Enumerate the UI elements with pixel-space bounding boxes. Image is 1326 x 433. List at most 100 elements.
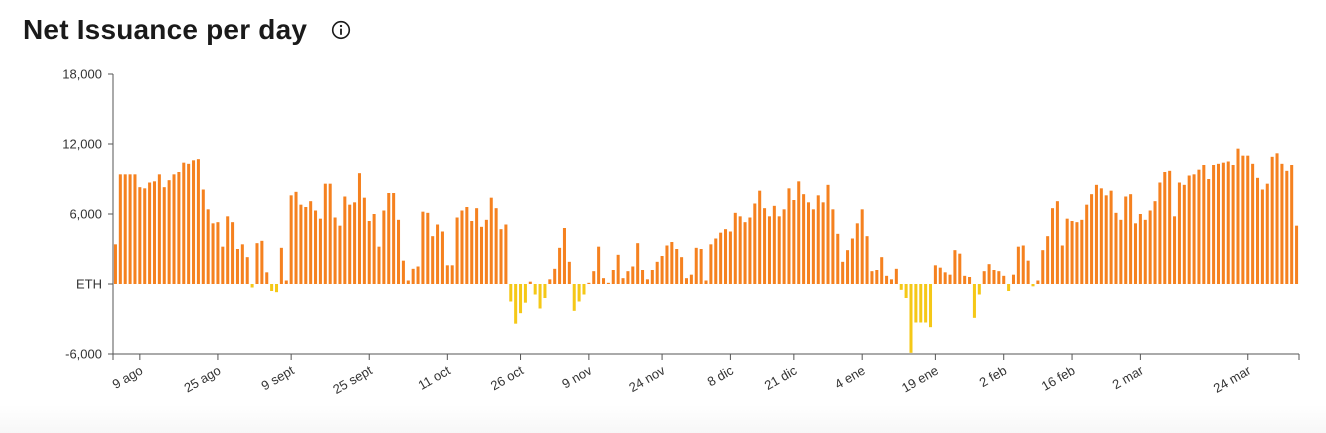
- bar[interactable]: [1051, 208, 1055, 284]
- bar[interactable]: [933, 265, 937, 284]
- bar[interactable]: [982, 271, 986, 284]
- bar[interactable]: [797, 181, 801, 284]
- bar[interactable]: [421, 211, 425, 284]
- bar[interactable]: [538, 284, 542, 309]
- bar[interactable]: [1099, 188, 1103, 284]
- bar[interactable]: [274, 284, 279, 293]
- bar[interactable]: [138, 187, 142, 284]
- bar[interactable]: [387, 193, 391, 284]
- bar[interactable]: [665, 245, 669, 285]
- bar[interactable]: [284, 280, 288, 285]
- bar[interactable]: [885, 275, 889, 284]
- bar[interactable]: [440, 231, 444, 285]
- bar[interactable]: [162, 187, 166, 284]
- bar[interactable]: [943, 272, 947, 284]
- bar[interactable]: [1192, 174, 1196, 284]
- bar[interactable]: [684, 278, 688, 284]
- bar[interactable]: [1109, 190, 1113, 284]
- bar[interactable]: [1187, 175, 1191, 285]
- bar[interactable]: [963, 275, 967, 284]
- bar[interactable]: [1290, 165, 1294, 284]
- bar[interactable]: [479, 226, 484, 284]
- bar[interactable]: [187, 163, 191, 284]
- bar[interactable]: [465, 207, 469, 284]
- bar[interactable]: [719, 232, 723, 284]
- bar[interactable]: [494, 208, 498, 284]
- bar[interactable]: [1080, 219, 1084, 284]
- bar[interactable]: [333, 217, 337, 285]
- bar[interactable]: [177, 172, 181, 284]
- bar[interactable]: [1055, 201, 1059, 284]
- bar[interactable]: [1065, 218, 1069, 284]
- bar[interactable]: [196, 159, 200, 284]
- bar[interactable]: [133, 174, 137, 284]
- bar[interactable]: [1256, 177, 1260, 284]
- bar[interactable]: [113, 244, 117, 284]
- bar[interactable]: [270, 284, 274, 291]
- bar[interactable]: [123, 174, 127, 284]
- bar[interactable]: [1163, 172, 1167, 284]
- bar[interactable]: [704, 280, 708, 285]
- bar[interactable]: [1143, 219, 1147, 284]
- bar[interactable]: [641, 270, 645, 284]
- bar[interactable]: [611, 270, 615, 284]
- bar[interactable]: [1124, 196, 1128, 285]
- bar[interactable]: [1085, 204, 1089, 284]
- bar[interactable]: [880, 257, 884, 284]
- bar[interactable]: [831, 209, 835, 284]
- bar[interactable]: [1070, 221, 1074, 284]
- bar[interactable]: [1002, 275, 1006, 284]
- bar[interactable]: [660, 256, 664, 284]
- bar[interactable]: [977, 284, 981, 295]
- bar[interactable]: [763, 208, 767, 284]
- bar[interactable]: [1207, 179, 1211, 284]
- bar[interactable]: [694, 247, 698, 284]
- bar[interactable]: [460, 210, 464, 285]
- bar[interactable]: [1285, 170, 1289, 284]
- bar[interactable]: [738, 216, 742, 284]
- bar[interactable]: [1046, 236, 1050, 284]
- bar[interactable]: [894, 268, 898, 284]
- bar[interactable]: [1011, 274, 1015, 284]
- bar[interactable]: [1094, 184, 1098, 284]
- bar[interactable]: [216, 222, 220, 284]
- bar[interactable]: [987, 264, 991, 284]
- bar[interactable]: [182, 162, 186, 284]
- bar[interactable]: [1026, 260, 1030, 284]
- bar[interactable]: [328, 183, 332, 284]
- bar[interactable]: [397, 219, 401, 284]
- bar[interactable]: [1041, 250, 1045, 284]
- bar[interactable]: [582, 284, 586, 295]
- bar[interactable]: [279, 247, 283, 284]
- bar[interactable]: [309, 201, 313, 284]
- bar[interactable]: [294, 191, 298, 284]
- bar[interactable]: [255, 243, 259, 284]
- bar[interactable]: [587, 282, 591, 284]
- bar[interactable]: [767, 216, 771, 284]
- bar[interactable]: [572, 284, 576, 311]
- bar[interactable]: [1114, 212, 1118, 284]
- bar[interactable]: [655, 261, 659, 284]
- bar[interactable]: [958, 253, 962, 284]
- bar[interactable]: [265, 272, 269, 284]
- bar[interactable]: [148, 182, 152, 285]
- bar[interactable]: [670, 242, 674, 284]
- bar[interactable]: [806, 202, 811, 284]
- bar[interactable]: [211, 223, 215, 284]
- bar[interactable]: [401, 260, 405, 284]
- bar[interactable]: [172, 174, 176, 284]
- bar[interactable]: [699, 249, 703, 284]
- bar[interactable]: [240, 244, 244, 284]
- bar[interactable]: [299, 204, 303, 284]
- bar[interactable]: [533, 284, 537, 295]
- bar[interactable]: [504, 224, 508, 285]
- bar[interactable]: [1031, 284, 1035, 287]
- bar[interactable]: [904, 284, 908, 298]
- bar[interactable]: [338, 225, 342, 284]
- bar[interactable]: [714, 238, 718, 285]
- bar[interactable]: [1270, 156, 1274, 284]
- bar[interactable]: [1280, 163, 1284, 284]
- bar[interactable]: [411, 268, 415, 284]
- bar[interactable]: [1129, 194, 1133, 284]
- bar[interactable]: [924, 284, 928, 323]
